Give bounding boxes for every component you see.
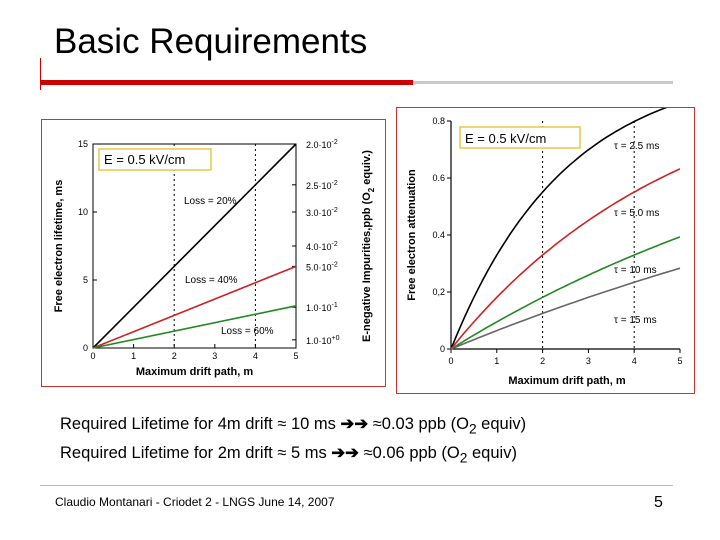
slide-title: Basic Requirements [54, 22, 368, 61]
y-tick-label: 0.8 [432, 116, 445, 126]
series-curve-3 [450, 267, 681, 350]
requirement-line-4m: Required Lifetime for 4m drift ≈ 10 ms ➔… [60, 412, 526, 441]
field-box [98, 148, 212, 171]
series-curve-2 [450, 236, 681, 350]
requirement-2m-value: ≈0.06 ppb (O [358, 444, 460, 463]
requirements-text: Required Lifetime for 4m drift ≈ 10 ms ➔… [60, 412, 526, 471]
y-tick-label: 0,2 [432, 287, 445, 297]
y-tick-label: 0 [440, 344, 445, 354]
y2-tick-label: 1.0·10-1 [306, 302, 338, 313]
x-tick-label: 4 [253, 351, 258, 361]
requirement-2m-subscript: 2 [459, 450, 468, 466]
y-tick-label: 15 [78, 139, 88, 149]
series-curve-0 [450, 108, 668, 350]
y2-axis-title: E-negative Impurities,ppb (O2 equiv.) [361, 150, 376, 342]
x-tick-label: 2 [540, 356, 545, 366]
series-line-2 [92, 305, 297, 349]
y2-tick-label: 3.0·10-2 [306, 207, 338, 218]
series-label-0: Loss = 20% [184, 196, 237, 207]
series-label-1: Loss = 40% [185, 275, 238, 286]
field-box-label: E = 0.5 kV/cm [465, 131, 546, 146]
requirement-line-2m: Required Lifetime for 2m drift ≈ 5 ms ➔➔… [60, 441, 526, 470]
y-tick-label: 10 [78, 207, 88, 217]
field-box [459, 126, 581, 149]
y2-tick-label: 4.0·10-2 [306, 241, 338, 252]
lifetime-chart: 0 1 2 3 4 5 0 5 10 15 2.0·10-2 2.5·10-2 3.0·10-2 4.0·… [53, 139, 376, 378]
requirement-4m-prefix: Required Lifetime for 4m drift ≈ 10 ms [60, 415, 341, 433]
series-label-3: τ = 15 ms [614, 315, 657, 326]
title-accent-line [40, 58, 41, 90]
footer-rule [40, 485, 673, 486]
series-label-2: Loss = 60% [221, 326, 274, 337]
series-line-1 [92, 265, 297, 349]
series-curve-1 [450, 168, 681, 350]
y2-tick-label: 1.0·10+0 [306, 335, 340, 346]
y2-tick-label: 5.0·10-2 [306, 261, 338, 272]
requirement-4m-suffix: equiv) [476, 415, 527, 433]
y-axis-title: Free electron lifetime, ms [53, 180, 65, 313]
requirement-4m-value: ≈0.03 ppb (O [368, 415, 469, 433]
requirement-2m-suffix: equiv) [467, 444, 517, 463]
field-box-label: E = 0.5 kV/cm [104, 152, 185, 167]
x-tick-label: 3 [212, 351, 217, 361]
title-rule-gray [413, 81, 673, 84]
x-tick-label: 0 [448, 356, 453, 366]
x-tick-label: 1 [131, 351, 136, 361]
y-tick-label: 0.6 [432, 173, 445, 183]
x-axis-title: Maximum drift path, m [508, 375, 626, 387]
y2-tick-label: 2.5·10-2 [306, 180, 338, 191]
requirement-4m-subscript: 2 [468, 421, 477, 437]
x-tick-label: 3 [586, 356, 591, 366]
page-number: 5 [654, 494, 663, 511]
x-tick-label: 2 [172, 351, 177, 361]
lifetime-chart-panel: 0 1 2 3 4 5 0 5 10 15 2.0·10-2 2.5·10-2 3.0·10-2 4.0·… [41, 119, 386, 387]
x-axis-title: Maximum drift path, m [136, 366, 254, 378]
footer-author: Claudio Montanari - Criodet 2 - LNGS Jun… [55, 495, 335, 509]
x-tick-label: 0 [90, 351, 95, 361]
y-tick-label: 0 [83, 343, 88, 353]
series-label-1: τ = 5.0 ms [614, 208, 659, 219]
attenuation-chart-panel: 0 1 2 3 4 5 0 0,2 0.4 0.6 0.8 τ = 2.5 ms τ = 5.0 ms τ… [396, 107, 695, 394]
y-tick-label: 0.4 [432, 230, 445, 240]
attenuation-chart: 0 1 2 3 4 5 0 0,2 0.4 0.6 0.8 τ = 2.5 ms τ = 5.0 ms τ… [406, 108, 683, 387]
series-label-0: τ = 2.5 ms [614, 141, 659, 152]
x-tick-label: 1 [494, 356, 499, 366]
x-tick-label: 5 [293, 351, 298, 361]
y-tick-label: 5 [83, 275, 88, 285]
y-axis-title: Free electron attenuation [406, 169, 418, 301]
x-tick-label: 4 [632, 356, 637, 366]
double-arrow-icon: ➔➔ [340, 415, 369, 433]
series-line-0 [92, 143, 297, 349]
title-rule-red [40, 80, 413, 85]
requirement-2m-prefix: Required Lifetime for 2m drift ≈ 5 ms [60, 444, 332, 463]
series-label-2: τ = 10 ms [614, 265, 657, 276]
y2-tick-label: 2.0·10-2 [306, 139, 338, 150]
x-tick-label: 5 [677, 356, 682, 366]
double-arrow-icon: ➔➔ [331, 444, 359, 463]
